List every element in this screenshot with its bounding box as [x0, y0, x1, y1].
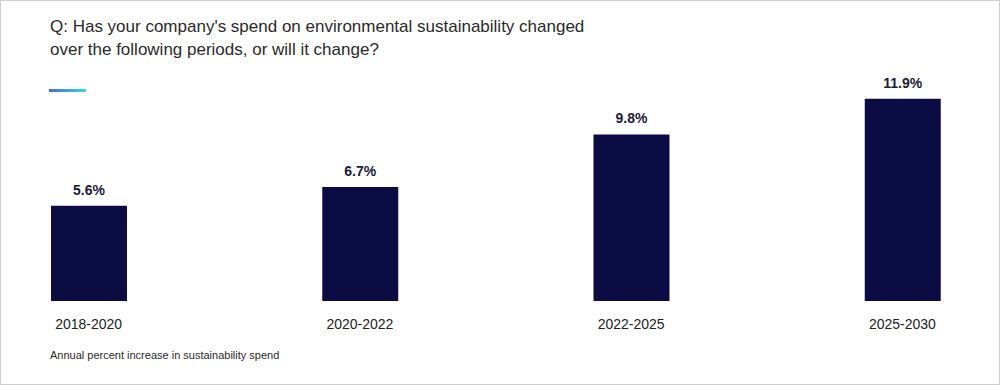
- html-text:Annual percent increase in sus: Annual percent increase in sustainabilit…: [50, 349, 280, 361]
- svg-text:2018-2020: 2018-2020: [55, 316, 122, 332]
- svg-text:6.7%: 6.7%: [344, 163, 376, 179]
- svg-text:5.6%: 5.6%: [73, 182, 105, 198]
- svg-text:11.9%: 11.9%: [883, 75, 922, 91]
- svg-text:2025-2030: 2025-2030: [869, 316, 936, 332]
- svg-text:2022-2025: 2022-2025: [598, 316, 665, 332]
- svg-text:2020-2022: 2020-2022: [326, 316, 393, 332]
- html-text:Q: Has your company's spend on: Q: Has your company's spend on environme…: [50, 17, 585, 59]
- svg-text:9.8%: 9.8%: [616, 110, 648, 126]
